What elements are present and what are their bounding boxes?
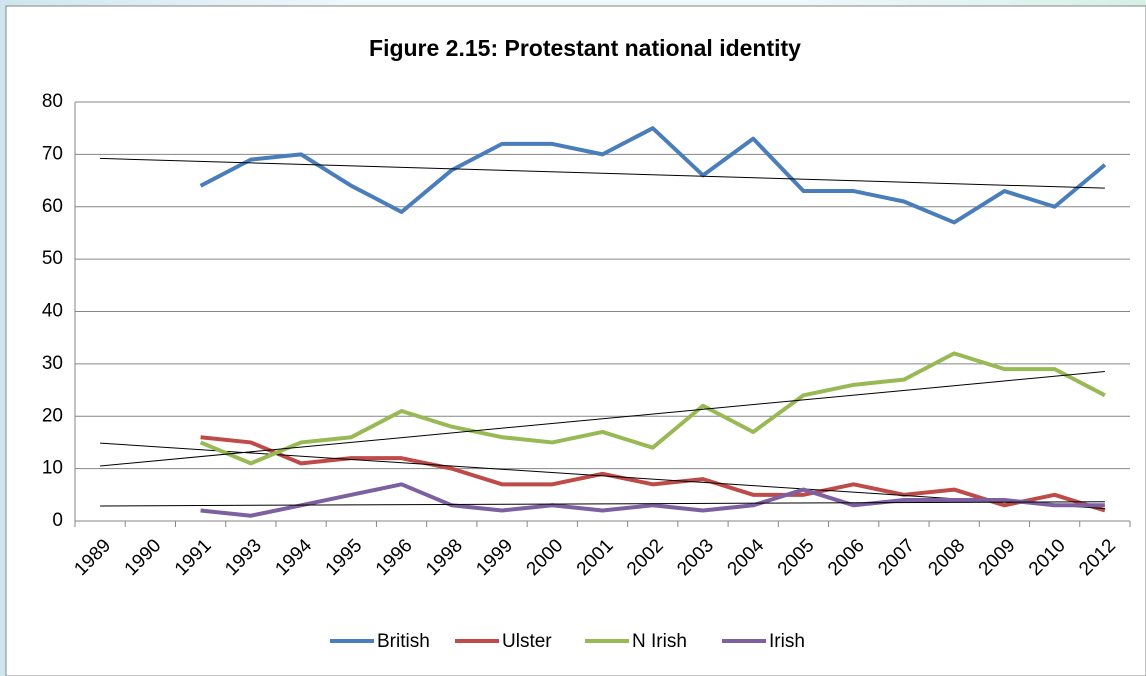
y-tick-label: 10 [42,458,63,479]
legend-label: British [377,631,430,652]
y-tick-label: 50 [42,248,63,269]
trendline [100,157,1105,189]
y-tick-label: 60 [42,196,63,217]
series-line [199,351,1106,466]
y-tick-label: 40 [42,301,63,322]
y-tick-label: 80 [42,91,63,112]
y-tick-label: 30 [42,353,63,374]
trendline [100,501,1105,507]
series-line [199,126,1107,225]
y-tick-label: 20 [42,405,63,426]
legend-label: Irish [769,631,805,652]
chart-frame [5,5,1146,676]
legend-label: Ulster [502,631,552,652]
trendline [100,371,1105,467]
chart-title: Figure 2.15: Protestant national identit… [369,35,801,61]
trendline [100,442,1105,510]
y-tick-label: 0 [52,510,63,531]
series-line [200,482,1105,518]
y-tick-label: 70 [42,143,63,164]
legend-label: N Irish [632,631,687,652]
series-line [200,435,1106,513]
